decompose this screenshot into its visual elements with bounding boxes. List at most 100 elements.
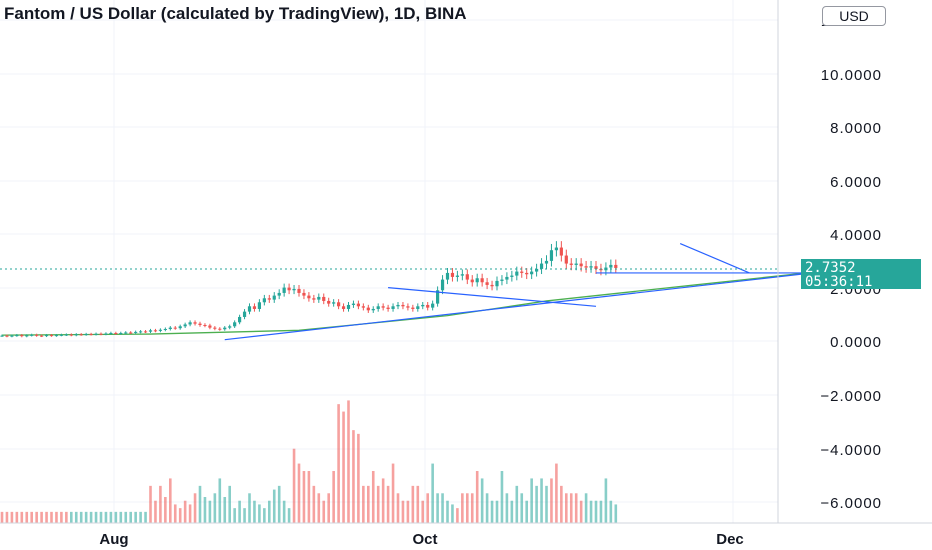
- volume-bar: [164, 497, 167, 523]
- volume-bar: [609, 500, 613, 523]
- volume-bar: [50, 511, 53, 523]
- volume-bar: [510, 500, 514, 523]
- candle-body: [242, 311, 247, 317]
- candle-body: [544, 260, 549, 264]
- candle-body: [470, 279, 474, 283]
- candle-body: [168, 327, 172, 329]
- volume-bar: [109, 511, 113, 523]
- volume-bar: [495, 500, 499, 523]
- volume-bar: [560, 485, 563, 523]
- volume-bar: [540, 478, 543, 523]
- candle-body: [257, 302, 261, 309]
- volume-bar: [248, 493, 251, 523]
- volume-bar: [302, 471, 306, 523]
- candle-body: [391, 306, 395, 309]
- volume-bar: [317, 493, 321, 523]
- volume-bar: [337, 404, 340, 523]
- candle-body: [10, 335, 14, 337]
- candle-body: [341, 306, 346, 309]
- candle-body: [381, 306, 385, 308]
- trendline: [388, 287, 597, 307]
- volume-bar: [0, 511, 4, 523]
- volume-bar: [371, 471, 375, 523]
- volume-bar: [5, 511, 9, 523]
- volume-bar: [74, 511, 78, 523]
- volume-bar: [30, 511, 33, 523]
- candle-body: [609, 264, 613, 268]
- candle-body: [515, 271, 519, 276]
- volume-bars: [0, 400, 618, 523]
- volume-bar: [193, 493, 197, 523]
- time-axis[interactable]: Aug Oct Dec: [99, 531, 743, 548]
- candle-body: [337, 302, 341, 307]
- candle-body: [500, 279, 504, 281]
- volume-bar: [352, 430, 355, 523]
- volume-bar: [15, 511, 19, 523]
- volume-bar: [10, 511, 14, 523]
- volume-bar: [342, 411, 345, 523]
- candle-body: [465, 274, 469, 280]
- volume-bar: [589, 500, 593, 523]
- volume-bar: [381, 478, 385, 523]
- volume-bar: [263, 508, 266, 523]
- volume-bar: [89, 511, 93, 523]
- candle-body: [549, 250, 554, 261]
- volume-bar: [178, 508, 182, 523]
- candle-body: [485, 282, 489, 285]
- currency-button[interactable]: USD: [822, 6, 886, 26]
- volume-bar: [599, 500, 603, 523]
- volume-bar: [94, 511, 98, 523]
- volume-bar: [505, 493, 509, 523]
- volume-bar: [466, 493, 469, 523]
- trendlines: [224, 242, 884, 341]
- candle-countdown: 05:36:11: [805, 274, 873, 290]
- candle-body: [109, 332, 113, 334]
- candle-body: [25, 335, 29, 337]
- volume-bar: [149, 485, 152, 523]
- candle-body: [445, 272, 450, 280]
- candle-body: [361, 306, 365, 308]
- candle-body: [143, 331, 148, 333]
- candle-body: [579, 263, 583, 267]
- candle-body: [460, 274, 464, 276]
- volume-bar: [183, 500, 187, 523]
- volume-bar: [213, 493, 217, 523]
- candle-body: [386, 307, 390, 309]
- volume-bar: [500, 471, 504, 523]
- candle-body: [317, 296, 321, 300]
- volume-bar: [282, 500, 286, 523]
- volume-bar: [60, 511, 63, 523]
- candle-body: [163, 328, 167, 330]
- candle-body: [421, 304, 425, 307]
- price-tick-label: −6.0000: [820, 495, 882, 512]
- candle-body: [475, 278, 479, 283]
- candle-body: [312, 298, 316, 300]
- candle-body: [431, 303, 435, 308]
- candle-body: [267, 298, 271, 300]
- candle-body: [129, 332, 133, 334]
- volume-bar: [114, 511, 118, 523]
- candle-body: [5, 335, 9, 337]
- candle-body: [0, 335, 4, 337]
- volume-bar: [535, 485, 538, 523]
- candle-body: [114, 332, 118, 334]
- candle-body: [59, 334, 63, 336]
- candle-body: [15, 335, 19, 337]
- candle-body: [614, 264, 618, 268]
- candle-body: [436, 290, 440, 304]
- volume-bar: [594, 500, 598, 523]
- candle-body: [490, 284, 494, 287]
- volume-bar: [569, 493, 573, 523]
- candle-body: [525, 272, 529, 275]
- volume-bar: [243, 508, 246, 523]
- volume-bar: [470, 493, 474, 523]
- volume-bar: [154, 500, 157, 523]
- volume-bar: [416, 485, 420, 523]
- volume-bar: [25, 511, 29, 523]
- volume-bar: [579, 500, 583, 523]
- candle-body: [480, 278, 484, 283]
- candle-body: [40, 335, 44, 337]
- candle-body: [322, 296, 326, 301]
- volume-bar: [228, 485, 231, 523]
